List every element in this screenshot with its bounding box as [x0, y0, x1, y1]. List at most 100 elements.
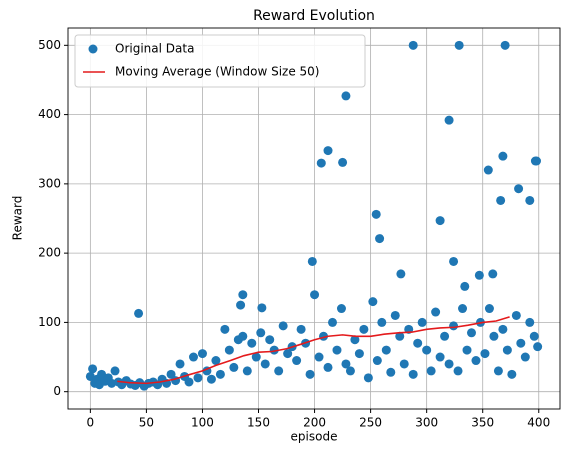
point [520, 352, 530, 362]
point [458, 304, 468, 314]
point [224, 345, 234, 355]
point [529, 331, 539, 341]
point [381, 345, 391, 355]
point [332, 345, 342, 355]
point [336, 304, 346, 314]
x-tick-label: 400 [527, 416, 550, 430]
point [474, 270, 484, 280]
point [215, 369, 225, 379]
point [269, 345, 279, 355]
y-tick-label: 400 [38, 107, 61, 121]
point [85, 371, 95, 381]
point [229, 362, 239, 372]
point [247, 338, 257, 348]
point [107, 378, 117, 388]
point [396, 269, 406, 279]
point [449, 321, 459, 331]
point [110, 366, 120, 376]
point [305, 369, 315, 379]
point [166, 369, 176, 379]
point [197, 349, 207, 359]
line [117, 316, 510, 385]
point [483, 165, 493, 175]
point [354, 349, 364, 359]
point [408, 40, 418, 50]
point [377, 317, 387, 327]
point [372, 356, 382, 366]
point [323, 362, 333, 372]
point [498, 324, 508, 334]
point [516, 338, 526, 348]
x-tick-label: 50 [139, 416, 154, 430]
y-tick-label: 500 [38, 38, 61, 52]
point [193, 373, 203, 383]
y-tick-label: 300 [38, 176, 61, 190]
point [444, 115, 454, 125]
point [134, 308, 144, 318]
point [444, 359, 454, 369]
point [493, 366, 503, 376]
point [220, 324, 230, 334]
plot-frame [67, 27, 561, 410]
point [525, 195, 535, 205]
legend-label: Moving Average (Window Size 50) [115, 65, 319, 79]
x-tick-label: 150 [247, 416, 270, 430]
point [413, 338, 423, 348]
point [368, 297, 378, 307]
point [327, 317, 337, 327]
point [175, 359, 185, 369]
point [350, 335, 360, 345]
point [532, 156, 542, 166]
point [257, 303, 267, 313]
x-axis-label: episode [291, 430, 338, 444]
point [188, 352, 198, 362]
point [488, 269, 498, 279]
point [449, 256, 459, 266]
point [462, 345, 472, 355]
legend-box [74, 34, 366, 88]
point [431, 307, 441, 317]
point [375, 234, 385, 244]
x-tick-label: 250 [359, 416, 382, 430]
point [453, 366, 463, 376]
point [417, 317, 427, 327]
point [426, 366, 436, 376]
legend-marker [88, 44, 98, 54]
point [206, 374, 216, 384]
point [466, 328, 476, 338]
point [314, 352, 324, 362]
point [274, 366, 284, 376]
legend-label: Original Data [115, 42, 194, 56]
point [236, 300, 246, 310]
point [283, 349, 293, 359]
point [498, 151, 508, 161]
point [242, 366, 252, 376]
point [97, 369, 107, 379]
point [211, 356, 221, 366]
point [399, 359, 409, 369]
y-axis-label: Reward [11, 196, 25, 241]
point [265, 335, 275, 345]
point [278, 321, 288, 331]
point [496, 195, 506, 205]
point [435, 352, 445, 362]
point [88, 364, 98, 374]
point [323, 146, 333, 156]
point [251, 352, 261, 362]
point [502, 345, 512, 355]
point [338, 157, 348, 167]
point [480, 349, 490, 359]
point [390, 310, 400, 320]
y-tick-label: 100 [38, 315, 61, 329]
point [371, 209, 381, 219]
point [454, 40, 464, 50]
point [511, 310, 521, 320]
point [238, 331, 248, 341]
point [310, 290, 320, 300]
y-tick-label: 200 [38, 246, 61, 260]
point [525, 317, 535, 327]
point [489, 331, 499, 341]
point [260, 359, 270, 369]
point [316, 158, 326, 168]
point [422, 345, 432, 355]
